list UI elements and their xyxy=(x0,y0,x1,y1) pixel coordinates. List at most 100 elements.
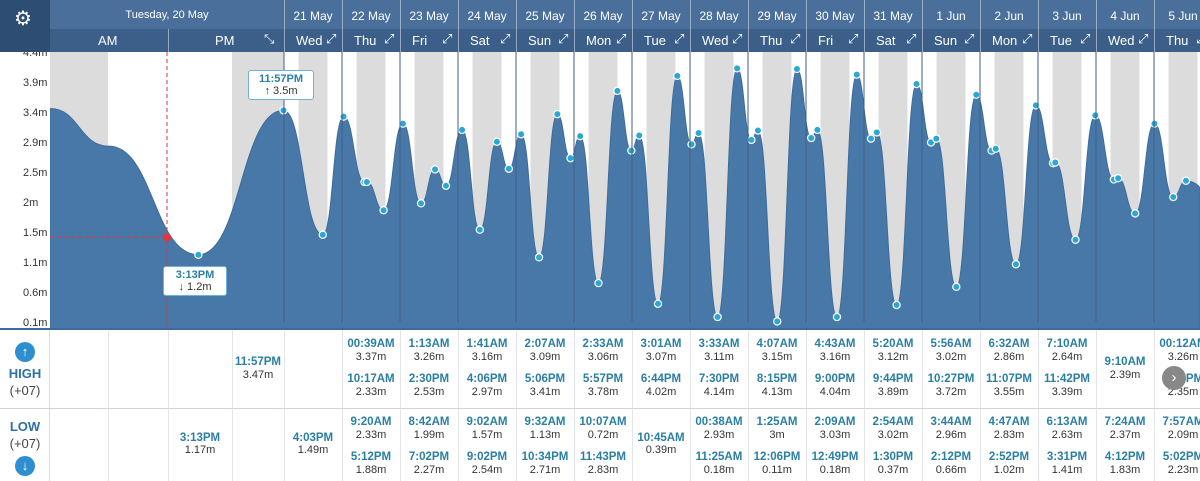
day-weekday-label[interactable]: Mon xyxy=(992,33,1018,48)
low-tide-height: 2.09m xyxy=(1167,428,1199,441)
arrow-down-circle-icon[interactable]: ↓ xyxy=(15,456,35,476)
low-tide-entry: 12:06PM 0.11m xyxy=(748,451,806,476)
day-weekday-label[interactable]: Wed xyxy=(1108,33,1135,48)
y-tick-label: 1.1m xyxy=(23,257,47,269)
low-tide-height: 3m xyxy=(769,428,785,441)
low-title: LOW xyxy=(9,419,41,434)
column-divider xyxy=(342,330,343,481)
high-tide-height: 3.89m xyxy=(877,385,909,398)
expand-arrows-icon[interactable]: ⤢ xyxy=(790,31,801,46)
expand-arrows-icon[interactable]: ⤢ xyxy=(326,31,337,46)
high-tide-time: 00:39AM xyxy=(347,338,395,350)
high-tide-height: 2.97m xyxy=(471,385,503,398)
high-tide-height: 3.39m xyxy=(1051,385,1083,398)
high-tide-time: 9:10AM xyxy=(1104,356,1146,368)
tide-point xyxy=(872,128,882,137)
day-weekday-label[interactable]: Wed xyxy=(702,33,729,48)
low-tide-entry: 10:34PM 2.71m xyxy=(516,451,574,476)
day-weekday-label[interactable]: Tue xyxy=(644,33,666,48)
day-date-label[interactable]: 31 May xyxy=(873,9,913,23)
day-date-label[interactable]: 5 Jun xyxy=(1168,9,1198,23)
expand-arrows-icon[interactable]: ⤢ xyxy=(442,31,453,46)
column-divider xyxy=(748,330,749,481)
gear-icon[interactable]: ⚙ xyxy=(14,8,32,30)
column-divider xyxy=(284,330,285,481)
day-date-label[interactable]: 24 May xyxy=(467,9,507,23)
low-tide-time: 5:02PM xyxy=(1162,451,1200,463)
low-tide-time: 2:12PM xyxy=(930,451,972,463)
expand-arrows-icon[interactable]: ⤢ xyxy=(1080,31,1091,46)
day-date-label[interactable]: 4 Jun xyxy=(1110,9,1140,23)
high-tide-entry: 6:32AM 2.86m xyxy=(980,338,1038,363)
high-tide-height: 3.26m xyxy=(1167,350,1199,363)
day-date-label[interactable]: 21 May xyxy=(293,9,333,23)
tide-point xyxy=(566,153,575,163)
day-weekday-label[interactable]: Thu xyxy=(1166,33,1189,48)
high-tide-height: 3.15m xyxy=(761,350,793,363)
day-date-label[interactable]: 25 May xyxy=(525,9,565,23)
low-tide-time: 3:44AM xyxy=(930,416,972,428)
column-divider xyxy=(168,330,169,481)
collapse-arrows-icon[interactable]: ⤡ xyxy=(264,31,275,46)
expand-arrows-icon[interactable]: ⤢ xyxy=(1196,31,1200,47)
expand-arrows-icon[interactable]: ⤢ xyxy=(1022,31,1033,46)
expand-arrows-icon[interactable]: ⤢ xyxy=(384,31,395,46)
day-weekday-label[interactable]: Thu xyxy=(760,33,783,48)
low-tide-entry: 7:24AM 2.37m xyxy=(1096,416,1154,441)
day-weekday-label[interactable]: Wed xyxy=(296,33,323,48)
day-weekday-label[interactable]: Sat xyxy=(876,33,896,48)
day-date-label[interactable]: 3 Jun xyxy=(1052,9,1082,23)
day-weekday-label[interactable]: Mon xyxy=(586,33,612,48)
low-tide-entry: 2:12PM 0.66m xyxy=(922,451,980,476)
high-tide-height: 3.55m xyxy=(993,385,1025,398)
day-weekday-label[interactable]: Thu xyxy=(354,33,377,48)
low-tide-entry: 11:43PM 2.83m xyxy=(574,451,632,476)
day-weekday-label[interactable]: Fri xyxy=(818,33,834,48)
expand-arrows-icon[interactable]: ⤢ xyxy=(732,31,743,46)
high-tide-height: 3.16m xyxy=(471,350,503,363)
low-tide-time: 4:03PM xyxy=(292,431,334,444)
next-arrow-icon[interactable]: › xyxy=(1162,366,1186,390)
tide-point xyxy=(694,128,703,138)
day-header-divider xyxy=(806,0,807,52)
expand-arrows-icon[interactable]: ⤢ xyxy=(500,31,511,46)
low-timezone: (+07) xyxy=(9,436,41,451)
expand-arrows-icon[interactable]: ⤢ xyxy=(848,31,859,46)
expand-arrows-icon[interactable]: ⤢ xyxy=(616,31,627,46)
day-weekday-label[interactable]: Sat xyxy=(470,33,490,48)
low-tide-height: 1.49m xyxy=(297,444,329,457)
low-tide-height: 1.83m xyxy=(1109,463,1141,476)
day-date-label[interactable]: 27 May xyxy=(641,9,681,23)
day-weekday-label[interactable]: Tue xyxy=(1050,33,1072,48)
day-weekday-label[interactable]: Sun xyxy=(528,33,552,48)
day-date-label[interactable]: 1 Jun xyxy=(936,9,966,23)
day-weekday-label[interactable]: Fri xyxy=(412,33,428,48)
day-weekday-label[interactable]: Sun xyxy=(934,33,958,48)
y-tick-label: 0.1m xyxy=(23,317,47,329)
day-header-divider xyxy=(864,0,865,52)
expand-arrows-icon[interactable]: ⤢ xyxy=(906,31,917,46)
high-tide-entry: 4:07AM 3.15m xyxy=(748,338,806,363)
high-tide-height: 4.13m xyxy=(761,385,793,398)
day-date-label[interactable]: 2 Jun xyxy=(994,9,1024,23)
low-tide-entry: 3:31PM 1.41m xyxy=(1038,451,1096,476)
day-date-label[interactable]: 23 May xyxy=(409,9,449,23)
expand-arrows-icon[interactable]: ⤢ xyxy=(1138,31,1149,46)
low-tide-entry: 1:30PM 0.37m xyxy=(864,451,922,476)
day-date-label[interactable]: 26 May xyxy=(583,9,623,23)
day-date-label[interactable]: 22 May xyxy=(351,9,391,23)
arrow-up-circle-icon[interactable]: ↑ xyxy=(15,342,35,362)
low-tide-entry: 9:20AM 2.33m xyxy=(342,416,400,441)
high-tide-time: 5:57PM xyxy=(582,373,624,385)
day-date-label[interactable]: 30 May xyxy=(815,9,855,23)
high-tide-time: 7:10AM xyxy=(1046,338,1088,350)
expand-arrows-icon[interactable]: ⤢ xyxy=(674,31,685,46)
high-tide-time: 10:17AM xyxy=(347,373,395,385)
low-tide-height: 0.18m xyxy=(703,463,735,476)
expand-arrows-icon[interactable]: ⤢ xyxy=(964,31,975,46)
day-date-label[interactable]: 29 May xyxy=(757,9,797,23)
low-tide-entry: 4:47AM 2.83m xyxy=(980,416,1038,441)
day-date-label[interactable]: 28 May xyxy=(699,9,739,23)
low-tide-time: 4:47AM xyxy=(988,416,1030,428)
expand-arrows-icon[interactable]: ⤢ xyxy=(558,31,569,46)
